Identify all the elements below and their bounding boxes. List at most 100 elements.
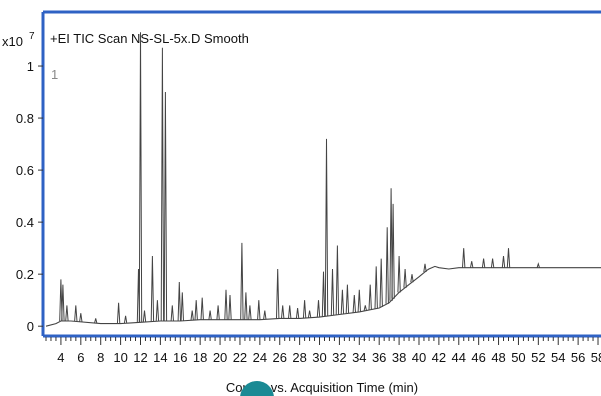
x-tick-label: 6: [77, 350, 84, 365]
peak: [374, 266, 378, 309]
x-tick-label: 42: [432, 350, 446, 365]
trace-label: 1: [51, 67, 58, 82]
peak: [163, 91, 168, 322]
peak: [177, 281, 181, 322]
x-tick-label: 52: [531, 350, 545, 365]
x-tick-label: 8: [97, 350, 104, 365]
peak: [506, 248, 511, 268]
x-tick-label: 44: [452, 350, 466, 365]
peak: [116, 302, 121, 324]
peak: [295, 307, 300, 319]
peak: [363, 305, 367, 311]
x-tick-label: 54: [551, 350, 565, 365]
teal-marker: [240, 381, 274, 396]
peak: [324, 138, 329, 317]
y-tick-label: 0: [27, 319, 34, 334]
chart-title: +EI TIC Scan NS-SL-5x.D Smooth: [50, 31, 249, 46]
peak: [335, 245, 340, 315]
peak: [288, 305, 292, 319]
x-tick-label: 14: [153, 350, 167, 365]
peak: [61, 284, 65, 322]
x-tick-label: 48: [491, 350, 505, 365]
x-tick-label: 38: [392, 350, 406, 365]
x-tick-label: 4: [57, 350, 64, 365]
peak: [481, 258, 486, 268]
x-tick-label: 26: [273, 350, 287, 365]
peak: [391, 203, 395, 299]
peak: [501, 255, 506, 268]
peak: [423, 263, 427, 272]
y-tick-label: 0.6: [16, 163, 34, 178]
x-axis-title: Counts vs. Acquisition Time (min): [226, 380, 418, 395]
x-tick-label: 22: [233, 350, 247, 365]
peak: [316, 300, 321, 318]
baseline-trace: [45, 265, 601, 327]
peak: [462, 248, 466, 268]
peak: [79, 313, 83, 322]
peak: [170, 305, 174, 322]
peak: [160, 47, 165, 322]
peak: [208, 310, 212, 320]
y-tick-label: 1: [27, 59, 34, 74]
x-tick-label: 28: [292, 350, 306, 365]
peak: [357, 289, 361, 312]
peak: [190, 310, 194, 321]
x-tick-label: 58: [591, 350, 601, 365]
peak: [352, 294, 356, 313]
y-tick-label: 0.4: [16, 215, 34, 230]
peak: [321, 271, 326, 317]
peak: [263, 310, 267, 320]
x-tick-label: 10: [113, 350, 127, 365]
x-tick-label: 46: [471, 350, 485, 365]
peak: [403, 268, 407, 288]
peak: [368, 284, 372, 310]
peak: [379, 258, 383, 307]
peak: [330, 268, 335, 316]
x-tick-label: 32: [332, 350, 346, 365]
x-axis: 4 6 8 10 12 14 16 18 20 22 24 26 28 30 32 34 36 38 40 42 44 4…: [45, 337, 601, 365]
x-tick-label: 56: [571, 350, 585, 365]
peak: [385, 227, 389, 304]
peak: [281, 305, 285, 319]
peak: [138, 32, 143, 323]
peak: [248, 305, 252, 320]
peak: [123, 315, 128, 324]
peak: [490, 258, 495, 268]
peak: [340, 289, 345, 315]
peak: [200, 297, 204, 320]
x-tick-label: 16: [173, 350, 187, 365]
peak: [244, 292, 248, 320]
peak: [302, 300, 307, 319]
peak: [276, 268, 280, 319]
tic-trace: [45, 32, 601, 327]
peak: [345, 284, 350, 314]
peak: [257, 300, 261, 320]
peak: [470, 261, 474, 268]
peak: [224, 289, 228, 320]
peak: [94, 318, 98, 324]
peak: [216, 305, 220, 320]
y-tick-label: 0.2: [16, 267, 34, 282]
x-tick-label: 36: [372, 350, 386, 365]
peak: [194, 300, 198, 321]
peak: [307, 310, 312, 318]
peak: [410, 274, 414, 283]
x-tick-label: 12: [133, 350, 147, 365]
peak: [397, 255, 401, 293]
x-tick-label: 30: [312, 350, 326, 365]
peak: [142, 310, 147, 323]
scale-label: x10: [2, 34, 23, 49]
scale-exponent: 7: [29, 31, 35, 42]
peak: [65, 305, 69, 322]
x-tick-label: 24: [253, 350, 267, 365]
peak: [240, 242, 244, 320]
peak: [74, 305, 78, 322]
x-tick-label: 40: [412, 350, 426, 365]
peak: [150, 255, 155, 322]
y-axis: 0 0.2 0.4 0.6 0.8 1: [16, 59, 43, 334]
x-tick-label: 50: [511, 350, 525, 365]
peak: [180, 292, 184, 321]
y-tick-label: 0.8: [16, 111, 34, 126]
peak: [536, 262, 540, 268]
